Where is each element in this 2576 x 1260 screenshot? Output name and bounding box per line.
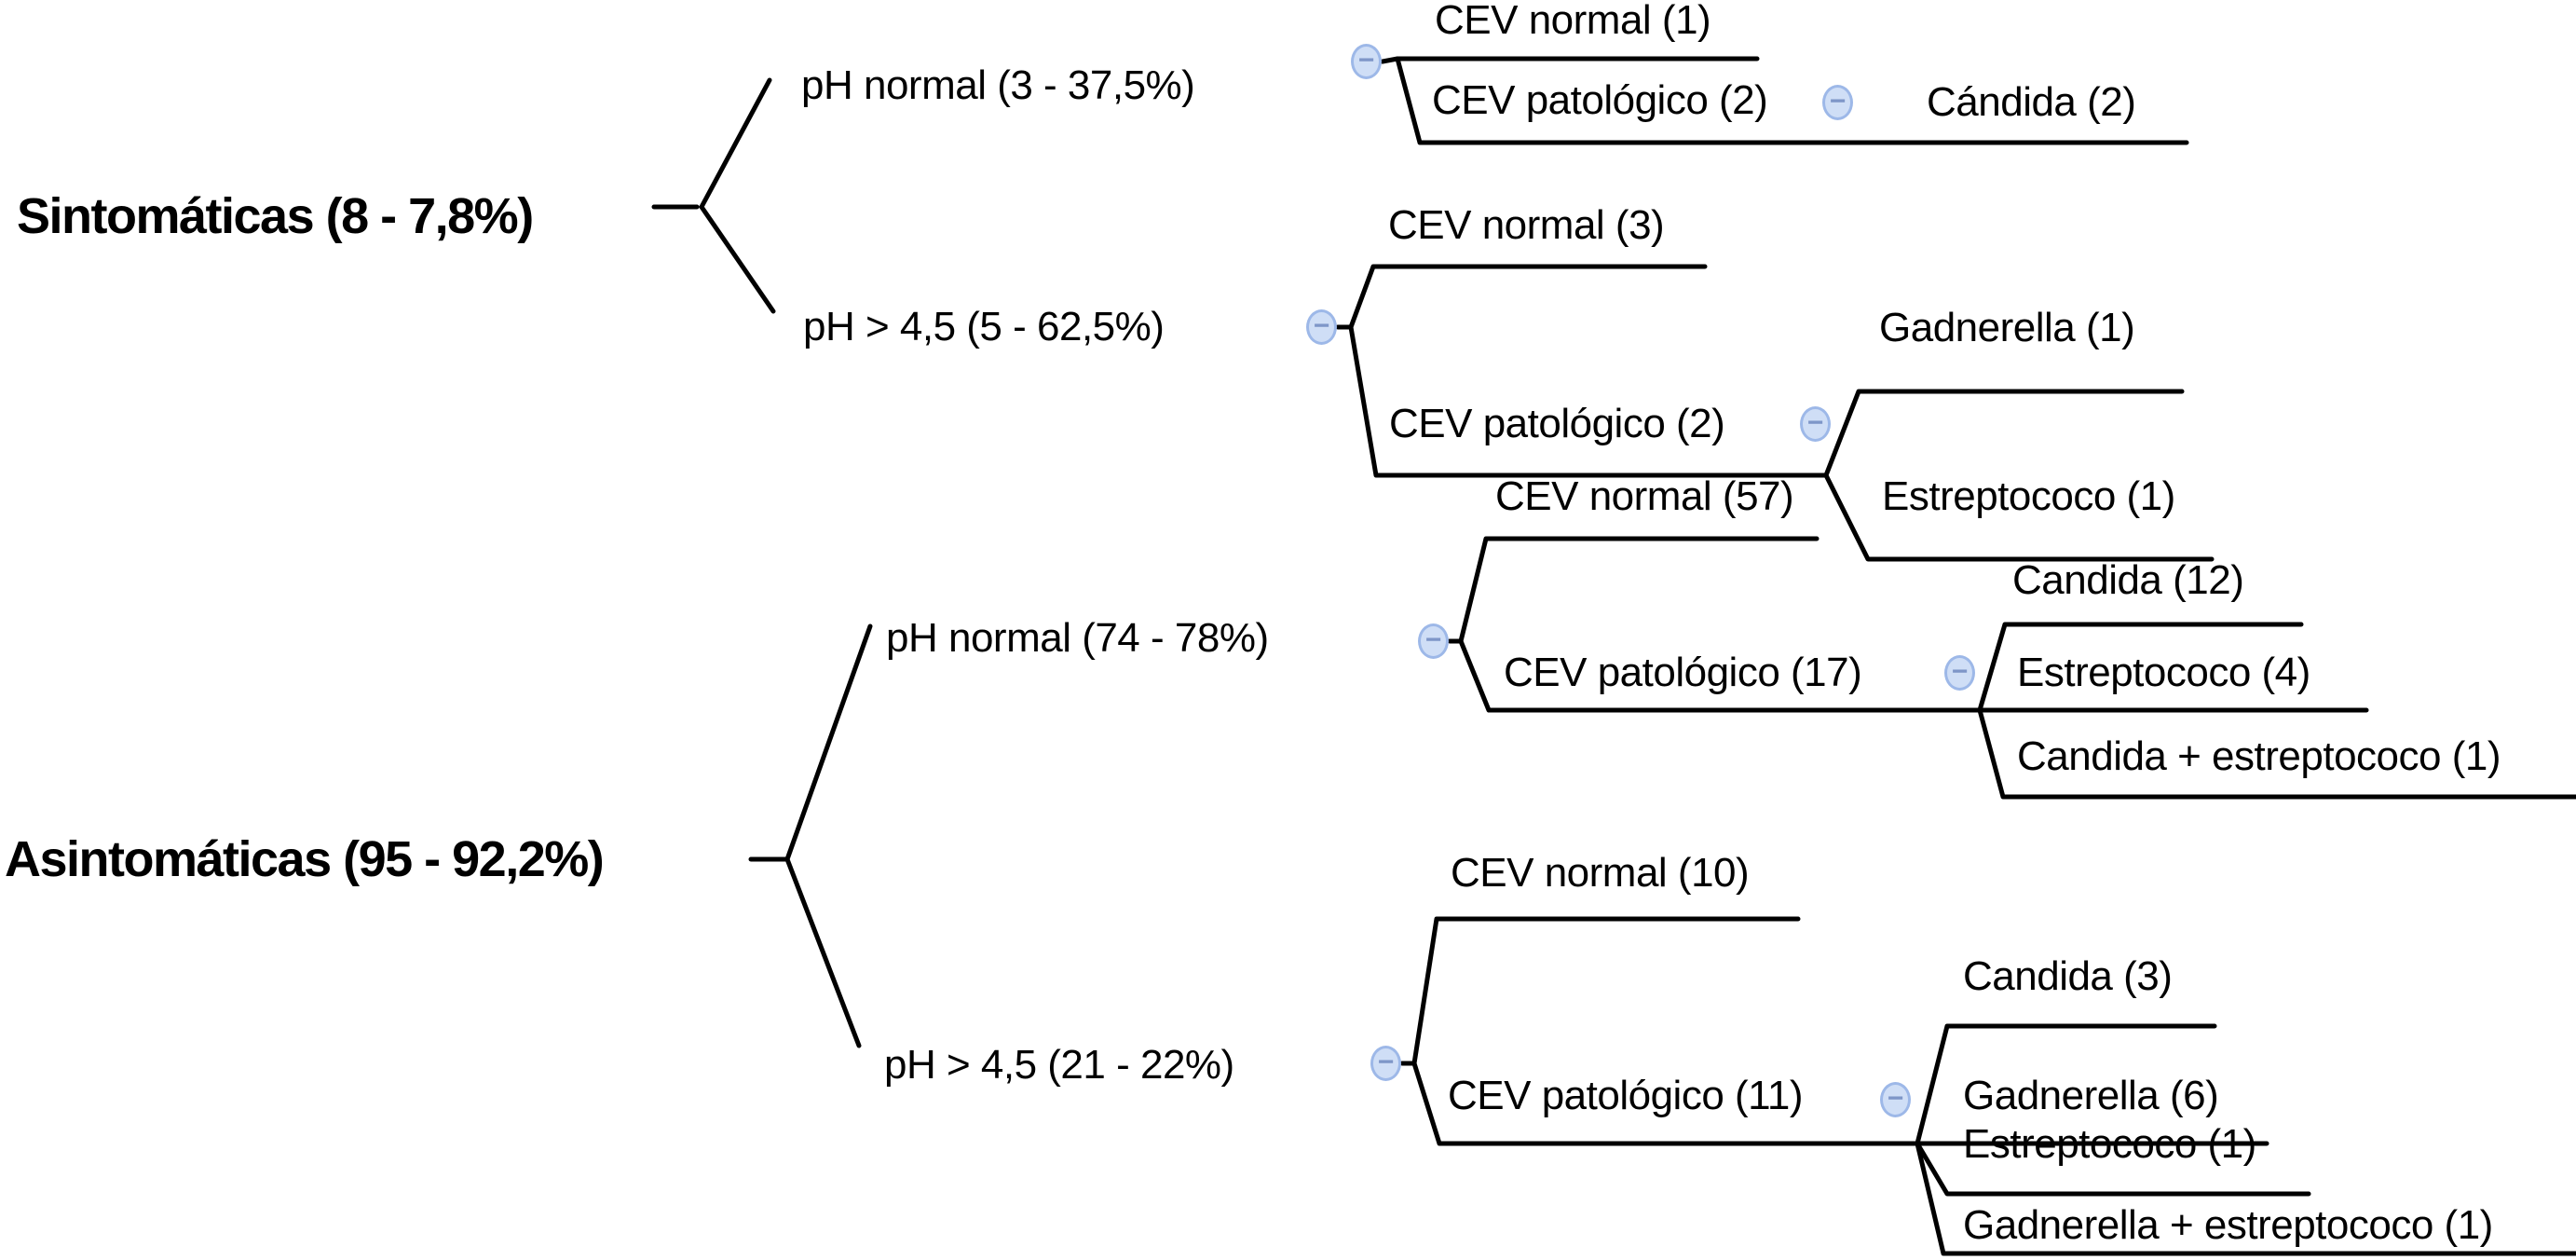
connector-line (1348, 264, 1708, 330)
connector-line (1915, 1023, 2217, 1146)
connector-line (1458, 536, 1820, 644)
connector-line (1915, 1141, 2576, 1256)
node-label-estreptococo-1a: Estreptococo (1) (1882, 473, 2175, 519)
connector-line (1395, 56, 2189, 145)
node-label-cev-patologico-11: CEV patológico (11) (1448, 1073, 1804, 1118)
collapse-node-icon[interactable]: − (1880, 1082, 1911, 1117)
collapse-node-icon[interactable]: − (1944, 655, 1975, 691)
connector-line (1411, 1061, 1920, 1146)
node-label-gadnerella-estreptococo-1: Gadnerella + estreptococo (1) (1963, 1202, 2493, 1248)
node-label-ph-normal-sint: pH normal (3 - 37,5%) (801, 62, 1195, 108)
minus-icon: − (1357, 45, 1375, 75)
node-label-cev-normal-10: CEV normal (10) (1451, 850, 1750, 896)
collapse-node-icon[interactable]: − (1306, 309, 1337, 345)
node-label-ph-45-asint: pH > 4,5 (21 - 22%) (884, 1042, 1234, 1088)
connector-line (1380, 56, 1760, 64)
connector-line (699, 204, 776, 314)
minus-icon: − (1829, 86, 1847, 116)
node-label-cev-patologico-17: CEV patológico (17) (1504, 650, 1862, 695)
connector-line (784, 856, 862, 1048)
node-label-cev-patologico-2a: CEV patológico (2) (1432, 77, 1768, 123)
connector-line (1823, 472, 2215, 562)
node-label-candida-2: Cándida (2) (1927, 79, 2136, 125)
collapse-node-icon[interactable]: − (1418, 623, 1449, 659)
minus-icon: − (1313, 310, 1330, 341)
root-label-sintomaticas: Sintomáticas (8 - 7,8%) (17, 188, 534, 244)
node-label-candida-3: Candida (3) (1963, 953, 2173, 999)
node-label-candida-estreptococo-1: Candida + estreptococo (1) (2017, 733, 2501, 779)
connector-line (1411, 916, 1801, 1066)
node-label-gadnerella-6: Gadnerella (6) (1963, 1073, 2219, 1118)
node-label-cev-normal-3: CEV normal (3) (1388, 202, 1665, 248)
minus-icon: − (1377, 1047, 1395, 1077)
collapse-node-icon[interactable]: − (1822, 85, 1853, 120)
connector-line (1823, 389, 2185, 478)
node-label-cev-normal-1: CEV normal (1) (1435, 0, 1711, 43)
node-label-candida-12: Candida (12) (2012, 557, 2244, 603)
collapse-node-icon[interactable]: − (1800, 406, 1831, 442)
connector-line (1348, 324, 1829, 478)
collapse-node-icon[interactable]: − (1370, 1046, 1401, 1081)
node-label-estreptococo-1b: Estreptococo (1) (1963, 1121, 2256, 1167)
connector-line (1977, 622, 2304, 713)
collapse-node-icon[interactable]: − (1351, 44, 1382, 79)
connector-line (1458, 638, 1983, 713)
minus-icon: − (1951, 656, 1969, 687)
minus-icon: − (1806, 407, 1824, 438)
connector-line (1915, 1141, 2311, 1197)
connector-line (1977, 707, 2576, 800)
node-label-ph-45-sint: pH > 4,5 (5 - 62,5%) (803, 304, 1165, 349)
connector-line (784, 623, 873, 862)
node-label-cev-patologico-2b: CEV patológico (2) (1389, 401, 1725, 446)
connector-line (699, 77, 772, 210)
node-label-estreptococo-4: Estreptococo (4) (2017, 650, 2310, 695)
node-label-gadnerella-1: Gadnerella (1) (1879, 305, 2135, 350)
minus-icon: − (1424, 624, 1442, 655)
root-label-asintomaticas: Asintomáticas (95 - 92,2%) (5, 831, 605, 887)
minus-icon: − (1887, 1083, 1904, 1114)
node-label-ph-normal-asint: pH normal (74 - 78%) (886, 615, 1269, 661)
node-label-cev-normal-57: CEV normal (57) (1495, 473, 1794, 519)
